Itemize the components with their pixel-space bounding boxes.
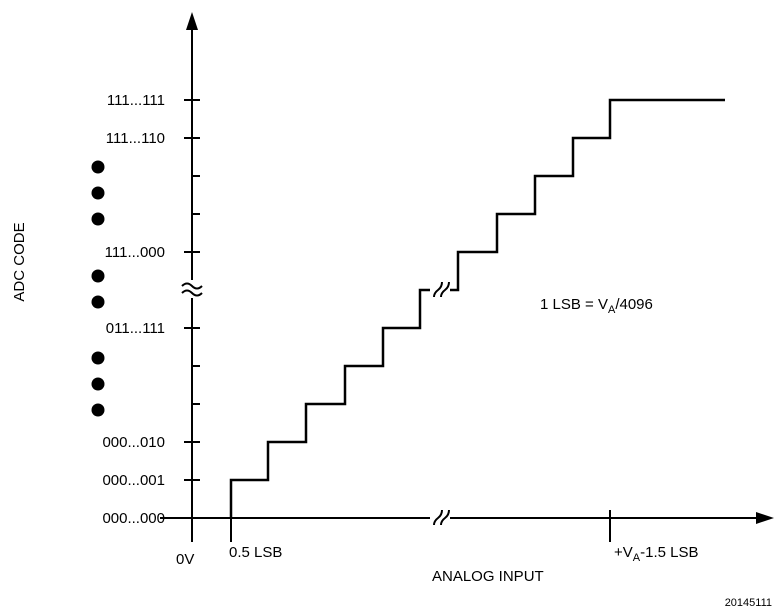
lsb-sub: A <box>608 304 616 316</box>
ellipsis-dots <box>91 160 105 417</box>
ellipsis-dot <box>91 186 105 200</box>
x-last-transition-label: +VA-1.5 LSB <box>614 544 698 564</box>
ellipsis-dot <box>91 269 105 283</box>
ellipsis-dot <box>91 351 105 365</box>
ellipsis-dot <box>91 160 105 174</box>
code-level-marks <box>192 175 200 405</box>
x-last-prefix: +V <box>614 544 633 561</box>
x-origin-label: 0V <box>176 551 194 568</box>
transfer-function-staircase <box>229 98 725 518</box>
y-axis-break-icon <box>180 280 204 298</box>
x-last-sub: A <box>633 552 641 564</box>
figure-id: 20145111 <box>725 597 772 609</box>
x-axis-break-icon <box>430 509 450 526</box>
curve-break-icon <box>430 281 450 298</box>
code-label: 111...110 <box>106 130 165 147</box>
x-axis-arrowhead <box>756 512 774 524</box>
x-last-suffix: -1.5 LSB <box>640 544 698 561</box>
x-ticks <box>230 510 611 542</box>
code-label: 011...111 <box>106 320 165 337</box>
code-label: 111...111 <box>107 92 165 109</box>
y-axis-title: ADC CODE <box>11 222 28 301</box>
break-marks <box>180 280 450 526</box>
y-axis-arrowhead <box>186 12 198 30</box>
lsb-suffix: /4096 <box>615 296 653 313</box>
ellipsis-dot <box>91 377 105 391</box>
code-labels: 111...111 111...110 111...000 011...111 … <box>102 92 165 527</box>
y-ticks <box>184 99 200 481</box>
code-label: 111...000 <box>105 244 165 261</box>
code-label: 000...000 <box>102 510 165 527</box>
axes <box>160 28 760 542</box>
x-axis-title: ANALOG INPUT <box>432 568 544 585</box>
ellipsis-dot <box>91 295 105 309</box>
code-label: 000...010 <box>102 434 165 451</box>
ellipsis-dot <box>91 212 105 226</box>
lsb-prefix: 1 LSB = V <box>540 296 608 313</box>
ellipsis-dot <box>91 403 105 417</box>
lsb-annotation: 1 LSB = VA/4096 <box>540 296 653 316</box>
code-label: 000...001 <box>102 472 165 489</box>
x-first-transition-label: 0.5 LSB <box>229 544 282 561</box>
